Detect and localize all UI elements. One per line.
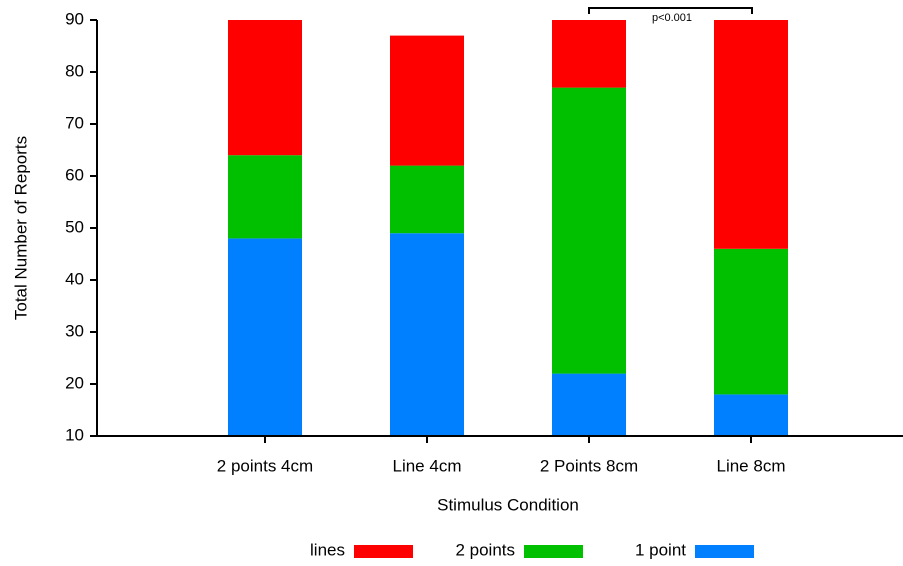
- bar-segment: [228, 238, 302, 436]
- bar-segment: [714, 20, 788, 249]
- legend-label: 1 point: [635, 540, 686, 559]
- bar-segment: [390, 233, 464, 436]
- legend-swatch: [354, 545, 413, 558]
- bar-segment: [552, 20, 626, 88]
- x-axis-label: Stimulus Condition: [437, 495, 579, 514]
- x-tick-label: 2 Points 8cm: [540, 456, 638, 475]
- y-tick-label: 30: [65, 321, 84, 340]
- bar-segment: [390, 35, 464, 166]
- y-tick-label: 20: [65, 373, 84, 392]
- significance-bracket: [588, 7, 753, 14]
- bar-segment: [228, 155, 302, 239]
- annotation: p<0.001: [652, 12, 692, 24]
- legend-swatch: [524, 545, 583, 558]
- bar-segment: [714, 394, 788, 436]
- y-axis-label: Total Number of Reports: [11, 136, 30, 320]
- y-tick-label: 90: [65, 9, 84, 28]
- bar-segment: [390, 165, 464, 234]
- y-tick-label: 70: [65, 113, 84, 132]
- x-tick-label: 2 points 4cm: [217, 456, 313, 475]
- y-tick-label: 50: [65, 217, 84, 236]
- x-tick-label: Line 4cm: [393, 456, 462, 475]
- bar-segment: [228, 20, 302, 156]
- legend-label: 2 points: [455, 540, 515, 559]
- y-tick-label: 40: [65, 269, 84, 288]
- y-tick-label: 10: [65, 425, 84, 444]
- y-tick-label: 80: [65, 61, 84, 80]
- x-tick-label: Line 8cm: [717, 456, 786, 475]
- bar-segment: [552, 87, 626, 374]
- legend-swatch: [695, 545, 754, 558]
- legend-label: lines: [310, 540, 345, 559]
- bar-segment: [552, 373, 626, 436]
- y-tick-label: 60: [65, 165, 84, 184]
- bar-segment: [714, 248, 788, 395]
